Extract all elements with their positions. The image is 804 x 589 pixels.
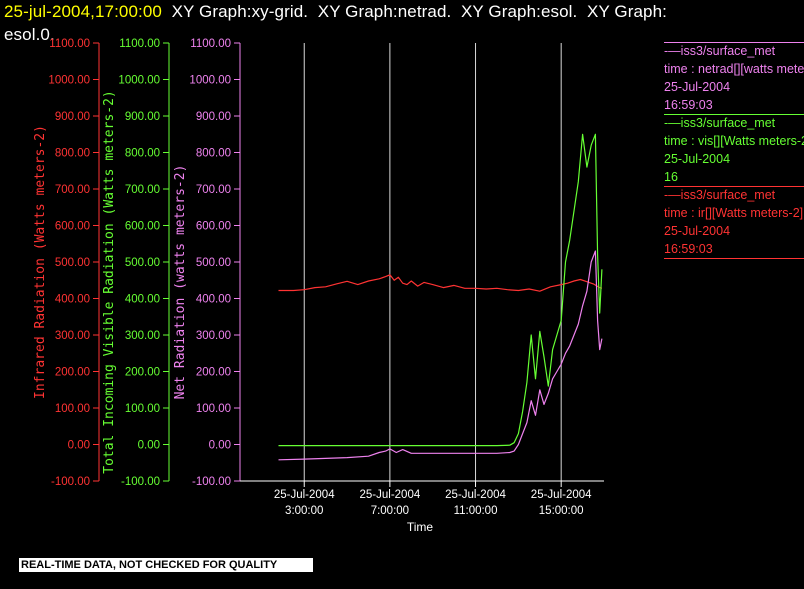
- y-tick-label-vis: -100.00: [121, 476, 160, 488]
- y-tick-label-vis: 900.00: [125, 111, 160, 123]
- y-tick-label-netrad: 400.00: [196, 294, 231, 306]
- y-tick-label-vis: 300.00: [125, 330, 160, 342]
- x-tick-label-date: 25-Jul-2004: [360, 489, 421, 501]
- y-tick-label-netrad: -100.00: [192, 476, 231, 488]
- graph-titles: XY Graph:xy-grid. XY Graph:netrad. XY Gr…: [161, 2, 667, 21]
- x-tick-label-date: 25-Jul-2004: [274, 489, 335, 501]
- title-line-1: 25-jul-2004,17:00:00 XY Graph:xy-grid. X…: [4, 2, 667, 22]
- x-tick-label-date: 25-Jul-2004: [445, 489, 506, 501]
- legend-line4: 16: [664, 170, 678, 184]
- legend-line3: 25-Jul-2004: [664, 80, 731, 94]
- x-axis-label: Time: [407, 520, 434, 534]
- y-tick-label-vis: 800.00: [125, 148, 160, 160]
- y-tick-label-netrad: 500.00: [196, 257, 231, 269]
- y-tick-label-vis: 200.00: [125, 367, 160, 379]
- y-tick-label-netrad: 900.00: [196, 111, 231, 123]
- x-tick-label-date: 25-Jul-2004: [531, 489, 592, 501]
- y-tick-label-vis: 400.00: [125, 294, 160, 306]
- x-tick-label-time: 11:00:00: [454, 505, 498, 517]
- legend-line4: 16:59:03: [664, 98, 713, 112]
- y-axis-label-vis: Total Incoming Visible Radiation (Watts …: [102, 90, 117, 474]
- legend-rule: [664, 42, 804, 43]
- y-tick-label-vis: 700.00: [125, 184, 160, 196]
- series-line-ir: [278, 274, 603, 292]
- y-tick-label-ir: 800.00: [55, 148, 90, 160]
- x-tick-label-time: 15:00:00: [539, 505, 584, 517]
- series-line-vis: [278, 133, 603, 447]
- y-tick-label-ir: 1100.00: [49, 38, 90, 50]
- y-tick-label-ir: 300.00: [55, 330, 90, 342]
- y-tick-label-vis: 100.00: [125, 403, 160, 415]
- y-tick-label-netrad: 700.00: [196, 184, 231, 196]
- quality-disclaimer: REAL-TIME DATA, NOT CHECKED FOR QUALITY: [19, 558, 313, 572]
- y-tick-label-ir: 0.00: [68, 440, 90, 452]
- legend-line3: 25-Jul-2004: [664, 152, 731, 166]
- legend-line1: -—iss3/surface_met: [664, 116, 776, 130]
- y-axis-label-netrad: Net Radiation (watts meters-2): [173, 165, 188, 400]
- y-tick-label-netrad: 800.00: [196, 148, 231, 160]
- y-tick-label-netrad: 200.00: [196, 367, 231, 379]
- y-tick-label-netrad: 1100.00: [190, 38, 231, 50]
- y-tick-label-ir: 700.00: [55, 184, 90, 196]
- y-tick-label-netrad: 100.00: [196, 403, 231, 415]
- legend-line4: 16:59:03: [664, 242, 713, 256]
- legend-rule: [664, 186, 804, 187]
- y-tick-label-vis: 600.00: [125, 221, 160, 233]
- legend-line3: 25-Jul-2004: [664, 224, 731, 238]
- y-tick-label-ir: 600.00: [55, 221, 90, 233]
- legend-underline: [664, 258, 804, 259]
- y-tick-label-ir: 400.00: [55, 294, 90, 306]
- y-tick-label-ir: 500.00: [55, 257, 90, 269]
- y-axis-label-ir: Infrared Radiation (Watts meters-2): [33, 125, 48, 399]
- y-tick-label-ir: 1000.00: [48, 75, 90, 87]
- y-tick-label-vis: 500.00: [125, 257, 160, 269]
- series-line-netrad: [278, 250, 603, 461]
- y-tick-label-ir: 100.00: [55, 403, 90, 415]
- x-tick-label-time: 7:00:00: [371, 505, 409, 517]
- legend-line2: time : netrad[][watts meters-2]: [664, 62, 804, 76]
- y-tick-label-ir: 200.00: [55, 367, 90, 379]
- x-tick-label-time: 3:00:00: [285, 505, 323, 517]
- header: 25-jul-2004,17:00:00 XY Graph:xy-grid. X…: [0, 0, 804, 48]
- y-tick-label-vis: 0.00: [138, 440, 160, 452]
- y-tick-label-netrad: 0.00: [209, 440, 231, 452]
- legend-line1: -—iss3/surface_met: [664, 44, 776, 58]
- y-tick-label-vis: 1100.00: [119, 38, 160, 50]
- y-tick-label-ir: -100.00: [51, 476, 90, 488]
- y-tick-label-netrad: 600.00: [196, 221, 231, 233]
- legend-line2: time : ir[][Watts meters-2]: [664, 206, 804, 220]
- title-line-2: esol.0.: [4, 25, 55, 44]
- y-tick-label-vis: 1000.00: [118, 75, 160, 87]
- timestamp: 25-jul-2004,17:00:00: [4, 2, 162, 21]
- y-tick-label-ir: 900.00: [55, 111, 90, 123]
- y-tick-label-netrad: 300.00: [196, 330, 231, 342]
- legend-line2: time : vis[][Watts meters-2]: [664, 134, 804, 148]
- y-tick-label-netrad: 1000.00: [189, 75, 231, 87]
- legend-rule: [664, 114, 804, 115]
- legend-line1: -—iss3/surface_met: [664, 188, 776, 202]
